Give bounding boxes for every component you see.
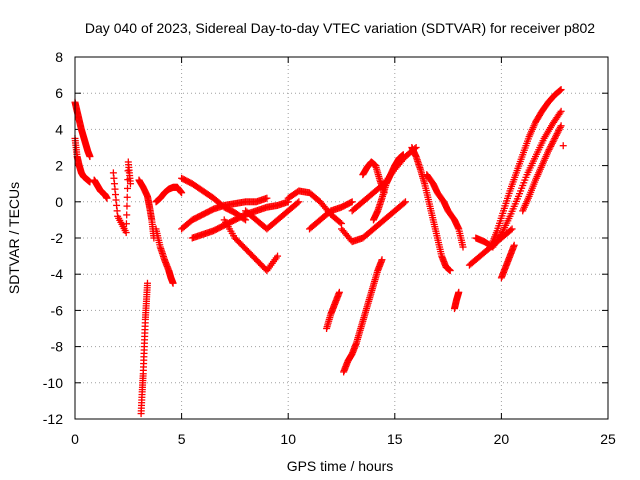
x-tick-label: 10 <box>280 431 296 447</box>
data-point <box>295 198 303 206</box>
data-point <box>123 211 131 219</box>
data-marks <box>71 86 567 418</box>
data-point <box>557 122 565 130</box>
data-point <box>123 202 131 210</box>
data-point <box>459 243 467 251</box>
chart-title: Day 040 of 2023, Sidereal Day-to-day VTE… <box>85 20 595 36</box>
data-point <box>378 256 386 264</box>
data-point <box>263 194 271 202</box>
y-tick-label: 8 <box>55 49 63 65</box>
data-point <box>399 151 407 159</box>
x-tick-labels: 0 5 10 15 20 25 <box>71 431 616 447</box>
data-point <box>548 141 556 149</box>
data-point <box>446 267 454 275</box>
x-tick-label: 0 <box>71 431 79 447</box>
y-tick-label: -2 <box>51 230 64 246</box>
data-point <box>507 226 515 234</box>
x-tick-label: 25 <box>600 431 616 447</box>
data-point <box>547 142 555 150</box>
data-point <box>455 288 463 296</box>
data-point <box>122 220 130 228</box>
data-point <box>274 252 282 260</box>
x-tick-label: 5 <box>178 431 186 447</box>
y-tick-labels: -12 -10 -8 -6 -4 -2 0 2 4 6 8 <box>43 49 63 427</box>
x-tick-label: 15 <box>387 431 403 447</box>
data-point <box>348 198 356 206</box>
data-point <box>555 87 563 95</box>
y-tick-label: 0 <box>55 194 63 210</box>
data-point <box>557 86 565 94</box>
data-point <box>122 229 130 237</box>
data-point <box>556 123 564 131</box>
x-axis-label: GPS time / hours <box>287 458 394 474</box>
data-point <box>550 136 558 144</box>
y-tick-label: 6 <box>55 85 63 101</box>
data-point <box>169 279 177 287</box>
y-tick-label: -4 <box>51 266 64 282</box>
data-point <box>508 225 516 233</box>
data-point <box>548 139 556 147</box>
y-axis-label: SDTVAR / TECUs <box>6 182 22 294</box>
data-point <box>103 194 111 202</box>
data-point <box>552 131 560 139</box>
data-point <box>86 153 94 161</box>
data-point <box>401 198 409 206</box>
data-point <box>556 86 564 94</box>
data-point <box>549 138 557 146</box>
y-tick-label: -12 <box>43 411 63 427</box>
grid <box>75 57 608 419</box>
data-point <box>545 146 553 154</box>
data-point <box>553 130 561 138</box>
data-point <box>143 279 151 287</box>
y-tick-label: -8 <box>51 339 64 355</box>
data-point <box>556 109 564 117</box>
axis-ticks <box>74 56 609 420</box>
data-point <box>544 147 552 155</box>
data-point <box>380 189 388 197</box>
data-point <box>555 125 563 133</box>
data-point <box>557 107 565 115</box>
y-tick-label: -6 <box>51 302 64 318</box>
data-point <box>335 288 343 296</box>
data-point <box>400 199 408 207</box>
data-point <box>123 193 131 201</box>
data-point <box>124 184 132 192</box>
data-point <box>510 241 518 249</box>
data-point <box>554 128 562 136</box>
data-point <box>555 127 563 135</box>
y-tick-label: 2 <box>55 158 63 174</box>
plot-frame <box>74 56 609 420</box>
data-point <box>551 134 559 142</box>
data-point <box>496 232 504 240</box>
data-point <box>546 144 554 152</box>
data-point <box>294 199 302 207</box>
data-point <box>336 218 344 226</box>
x-tick-label: 20 <box>494 431 510 447</box>
y-tick-label: -10 <box>43 375 63 391</box>
y-tick-label: 4 <box>55 121 63 137</box>
data-point <box>126 180 134 188</box>
data-point <box>559 142 567 150</box>
data-point <box>551 133 559 141</box>
data-point <box>178 189 186 197</box>
data-point <box>347 198 355 206</box>
